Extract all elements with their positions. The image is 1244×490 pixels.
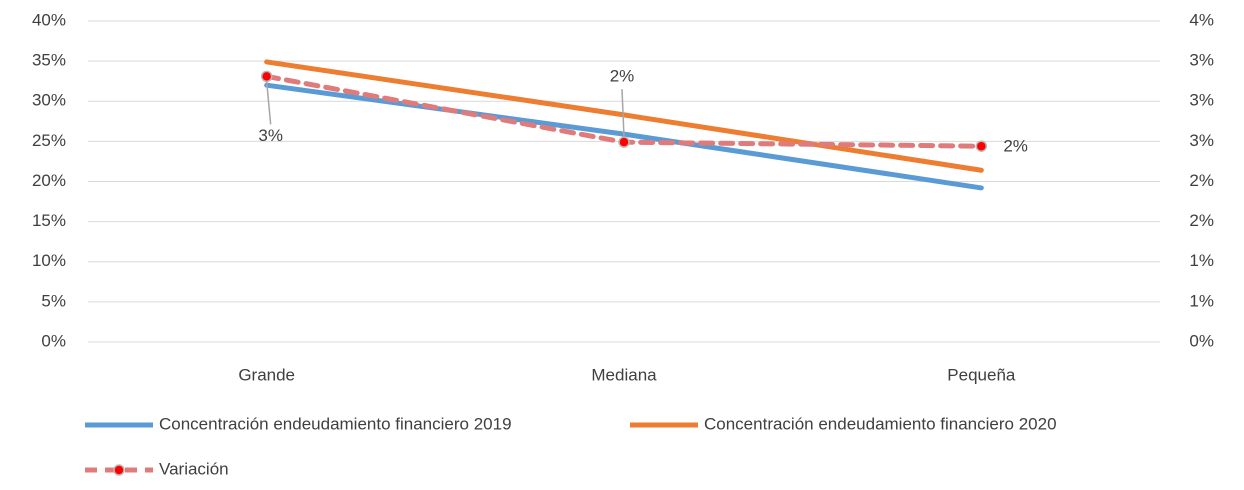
x-tick-label: Pequeña <box>947 365 1016 384</box>
legend-marker <box>113 464 125 476</box>
legend-label: Concentración endeudamiento financiero 2… <box>159 414 512 433</box>
y-tick-label: 5% <box>41 291 66 310</box>
y-tick-label: 25% <box>32 131 66 150</box>
y-tick-label: 20% <box>32 171 66 190</box>
y2-tick-label: 1% <box>1189 251 1214 270</box>
leader-line <box>621 89 625 138</box>
y2-tick-label: 2% <box>1189 211 1214 230</box>
y2-tick-label: 3% <box>1189 51 1214 70</box>
y-tick-label: 15% <box>32 211 66 230</box>
y2-tick-label: 1% <box>1189 291 1214 310</box>
series-line <box>264 59 984 173</box>
y-tick-label: 0% <box>41 331 66 350</box>
leader-line <box>265 81 272 125</box>
x-tick-label: Grande <box>238 365 295 384</box>
y2-tick-label: 4% <box>1189 10 1214 29</box>
y2-tick-label: 3% <box>1189 131 1214 150</box>
y2-tick-label: 3% <box>1189 91 1214 110</box>
data-label: 2% <box>610 67 635 86</box>
marker <box>618 136 630 148</box>
y-tick-label: 10% <box>32 251 66 270</box>
marker <box>260 70 273 83</box>
data-label: 3% <box>258 126 283 145</box>
y-tick-label: 30% <box>32 91 66 110</box>
x-tick-label: Mediana <box>591 365 657 384</box>
marker <box>975 140 988 152</box>
legend-label: Concentración endeudamiento financiero 2… <box>704 414 1057 433</box>
data-label: 2% <box>1003 137 1028 156</box>
y-tick-label: 35% <box>32 51 66 70</box>
y2-tick-label: 2% <box>1189 171 1214 190</box>
y-tick-label: 40% <box>32 10 66 29</box>
legend-label: Variación <box>159 459 229 478</box>
y2-tick-label: 0% <box>1189 331 1214 350</box>
